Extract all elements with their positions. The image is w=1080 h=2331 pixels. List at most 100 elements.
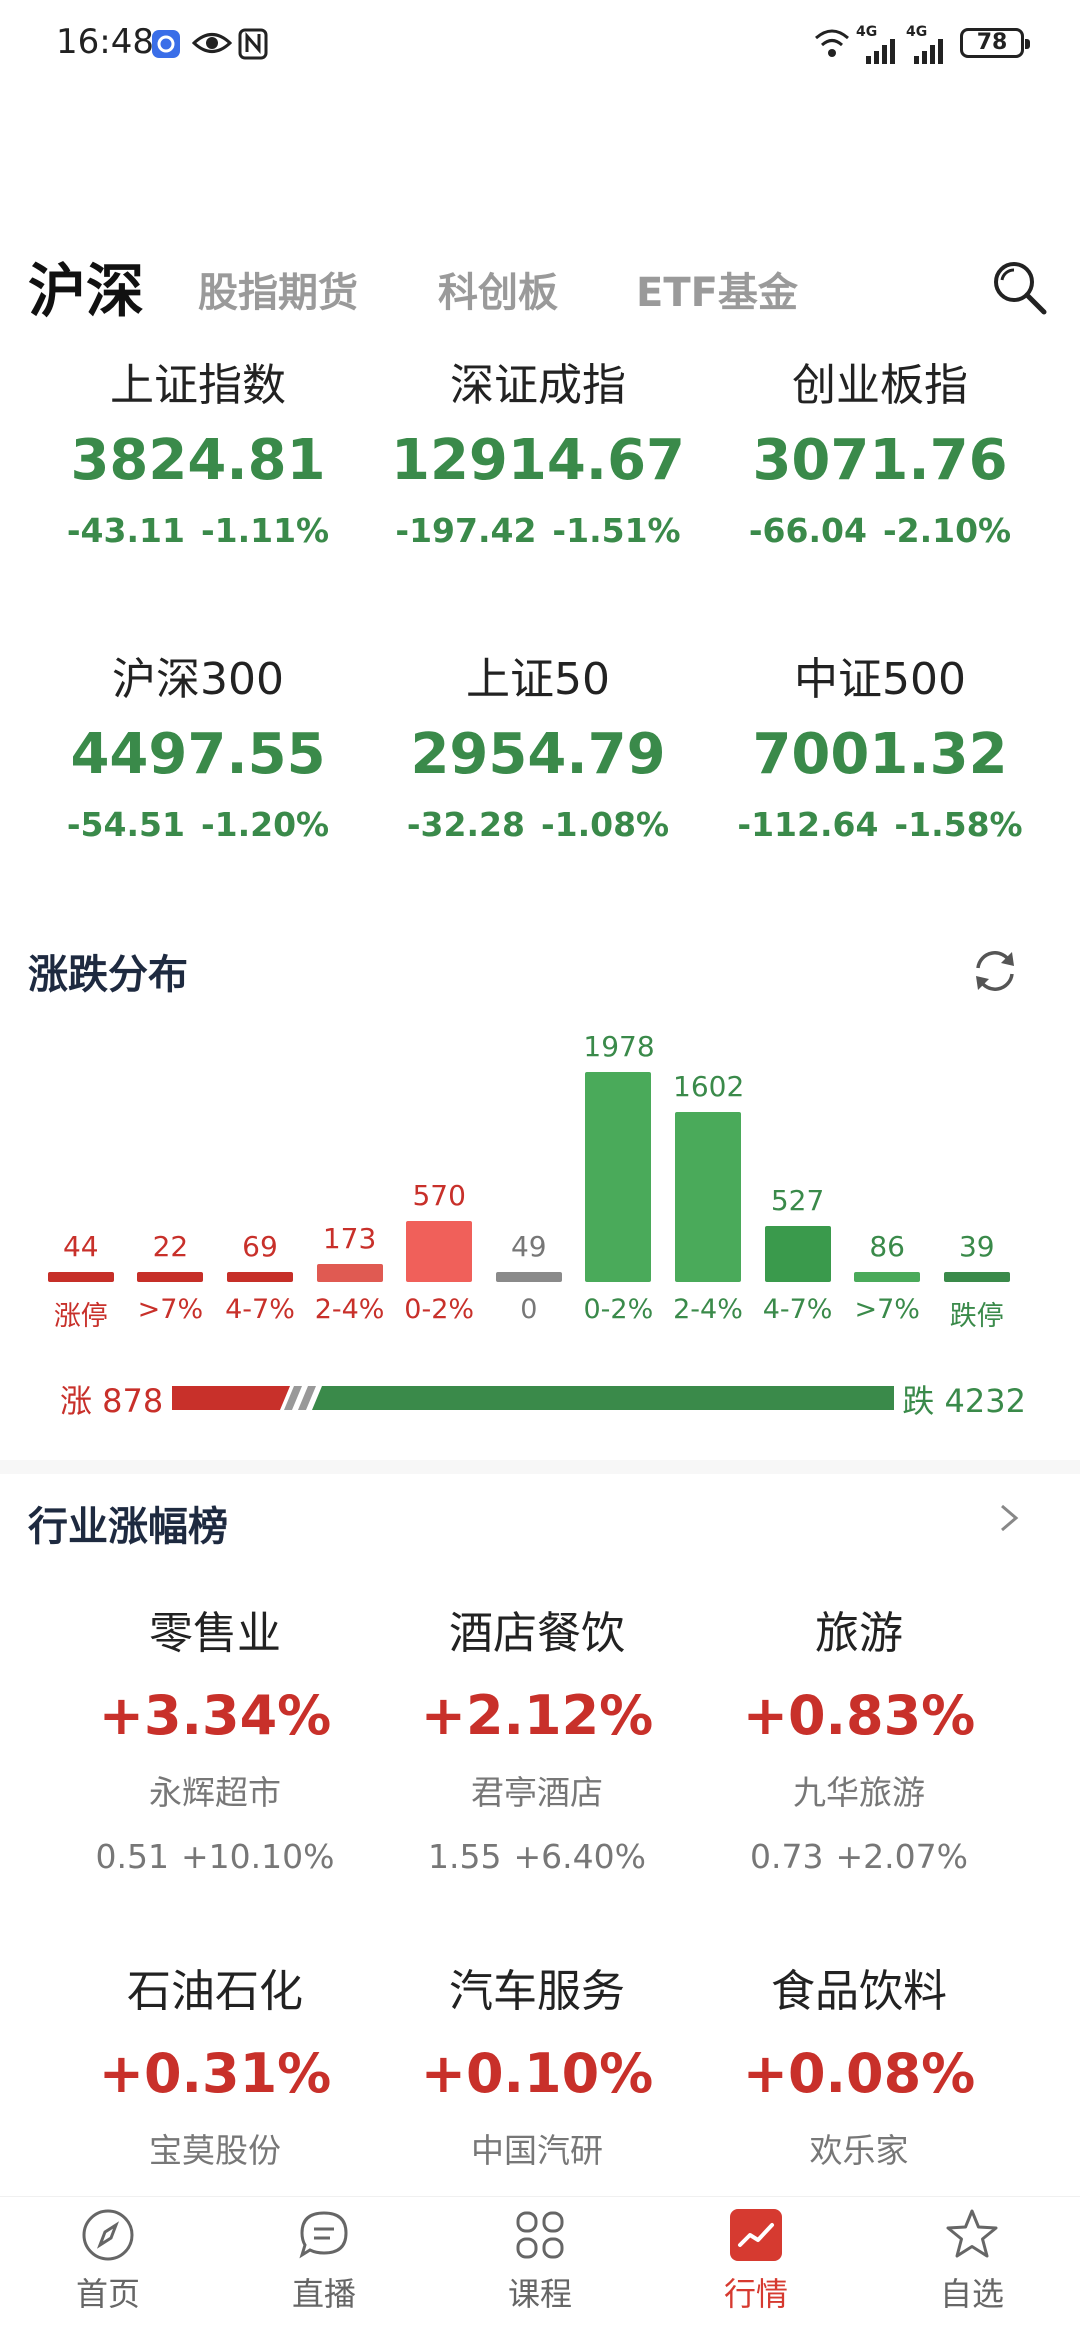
distribution-bar [137, 1272, 204, 1282]
bottom-nav: 首页 直播 课程 行情 自选 [0, 2196, 1080, 2331]
bar-count-label: 86 [869, 1230, 905, 1263]
stock-pct: +6.40% [513, 1837, 646, 1876]
nfc-icon [238, 28, 268, 60]
index-pct: -1.08% [540, 805, 670, 844]
tab-star-market[interactable]: 科创板 [438, 270, 558, 316]
bar-count-label: 527 [770, 1184, 825, 1218]
flat-segment [284, 1386, 302, 1410]
index-value: 7001.32 [752, 722, 1008, 787]
star-icon [946, 2209, 998, 2258]
stock-pct: +2.07% [835, 1837, 968, 1876]
bar-category-label: 0-2% [404, 1294, 475, 1325]
distribution-bar [316, 1263, 383, 1282]
up-down-ratio-bar [172, 1386, 894, 1410]
distribution-bar [227, 1272, 293, 1282]
bar-category-label: 4-7% [225, 1294, 295, 1325]
index-value: 3071.76 [752, 428, 1008, 493]
leading-stock: 君亭酒店 [471, 1773, 603, 1812]
chevron-right-icon[interactable] [994, 1498, 1024, 1538]
down-count-label: 跌 4232 [902, 1382, 1026, 1420]
grid-icon [516, 2211, 564, 2259]
industry-card[interactable]: 零售业 +3.34% 永辉超市 0.51 +10.10% [50, 1602, 380, 1894]
index-pct: -2.10% [882, 511, 1012, 550]
flat-segment [298, 1386, 316, 1410]
search-icon[interactable] [990, 258, 1050, 318]
stock-price-change: 1.55 [428, 1837, 502, 1876]
index-card[interactable]: 深证成指 12914.67 -197.42 -1.51% [368, 356, 708, 556]
index-card[interactable]: 中证500 7001.32 -112.64 -1.58% [710, 650, 1050, 850]
distribution-bar [943, 1272, 1010, 1282]
nav-courses[interactable]: 课程 [470, 2207, 610, 2315]
leading-stock: 欢乐家 [809, 2131, 909, 2170]
stock-price-change: 0.51 [95, 1837, 169, 1876]
nav-watchlist[interactable]: 自选 [902, 2207, 1042, 2315]
index-name: 创业板指 [792, 360, 968, 411]
bar-count-label: 49 [510, 1230, 547, 1263]
industry-name: 旅游 [815, 1608, 903, 1659]
industry-name: 石油石化 [127, 1966, 303, 2017]
bar-count-label: 570 [412, 1179, 466, 1213]
industry-card[interactable]: 石油石化 +0.31% 宝莫股份 [50, 1960, 380, 2178]
index-value: 4497.55 [70, 722, 326, 787]
nav-label: 首页 [75, 2275, 140, 2313]
distribution-bar [495, 1272, 562, 1282]
bar-category-label: >7% [137, 1294, 204, 1325]
up-count-label: 涨 878 [60, 1382, 164, 1420]
index-change: -54.51 [66, 805, 185, 844]
signal-icon [866, 39, 895, 64]
signal-icon [914, 39, 943, 64]
bar-count-label: 1602 [673, 1069, 745, 1103]
tab-hushen[interactable]: 沪深 [28, 257, 145, 325]
eye-icon [192, 33, 232, 53]
index-card[interactable]: 上证50 2954.79 -32.28 -1.08% [368, 650, 708, 850]
chart-icon [730, 2209, 782, 2261]
market-tabs: 沪深 股指期货 科创板 ETF基金 [28, 240, 1052, 325]
up-segment [172, 1386, 290, 1410]
bar-category-label: 0-2% [583, 1294, 654, 1325]
index-change: -43.11 [66, 511, 185, 550]
section-divider [0, 1460, 1080, 1474]
down-segment [312, 1386, 894, 1410]
nav-label: 行情 [723, 2275, 788, 2313]
industry-card[interactable]: 酒店餐饮 +2.12% 君亭酒店 1.55 +6.40% [372, 1602, 702, 1894]
index-pct: -1.20% [200, 805, 330, 844]
tab-etf[interactable]: ETF基金 [636, 270, 798, 316]
compass-icon [82, 2209, 134, 2261]
tab-index-futures[interactable]: 股指期货 [198, 270, 358, 316]
index-card[interactable]: 沪深300 4497.55 -54.51 -1.20% [28, 650, 368, 850]
bar-category-label: 跌停 [949, 1301, 1004, 1332]
nav-label: 自选 [939, 2275, 1004, 2313]
industry-pct: +0.08% [742, 2042, 976, 2105]
distribution-bar [764, 1226, 831, 1282]
battery-icon: 78 [960, 28, 1030, 58]
leading-stock: 九华旅游 [793, 1773, 925, 1812]
status-time: 16:48 [56, 22, 154, 62]
distribution-title: 涨跌分布 [28, 952, 188, 998]
bar-category-label: 4-7% [762, 1294, 833, 1325]
index-name: 上证50 [466, 654, 610, 705]
signal-label-1: 4G [856, 24, 878, 40]
index-value: 3824.81 [70, 428, 326, 493]
refresh-icon[interactable] [968, 944, 1022, 998]
industry-name: 零售业 [149, 1608, 281, 1659]
index-card[interactable]: 创业板指 3071.76 -66.04 -2.10% [710, 356, 1050, 556]
index-name: 上证指数 [110, 360, 286, 411]
nav-home[interactable]: 首页 [38, 2207, 178, 2315]
distribution-bar [854, 1272, 921, 1282]
index-name: 深证成指 [450, 360, 626, 411]
bar-count-label: 44 [62, 1230, 99, 1263]
wifi-icon [815, 29, 849, 57]
index-card[interactable]: 上证指数 3824.81 -43.11 -1.11% [28, 356, 368, 556]
nav-market[interactable]: 行情 [686, 2207, 826, 2315]
nav-live[interactable]: 直播 [254, 2207, 394, 2315]
bar-category-label: 涨停 [53, 1301, 108, 1332]
industry-card[interactable]: 汽车服务 +0.10% 中国汽研 [372, 1960, 702, 2178]
index-name: 中证500 [794, 654, 966, 705]
industry-pct: +3.34% [98, 1684, 332, 1747]
industry-pct: +0.83% [742, 1684, 976, 1747]
index-change: -197.42 [395, 511, 537, 550]
industry-card[interactable]: 旅游 +0.83% 九华旅游 0.73 +2.07% [694, 1602, 1024, 1894]
industry-card[interactable]: 食品饮料 +0.08% 欢乐家 [694, 1960, 1024, 2178]
bar-count-label: 1978 [583, 1030, 655, 1063]
nav-label: 课程 [507, 2275, 572, 2313]
